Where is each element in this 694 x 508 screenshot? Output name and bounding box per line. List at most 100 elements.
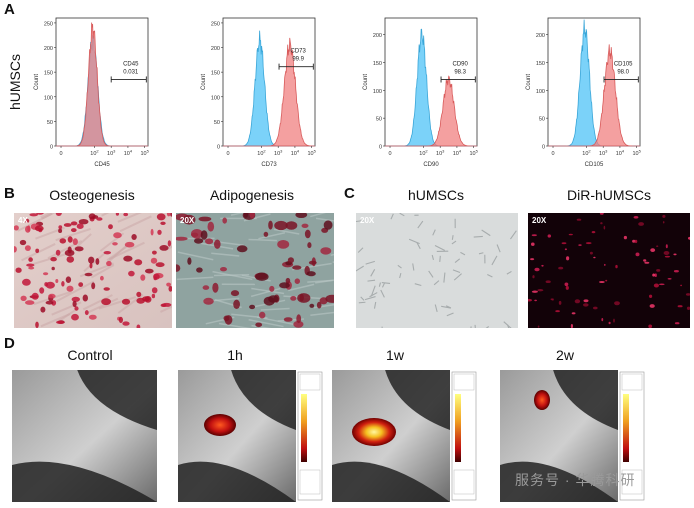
texture-blob: [613, 318, 615, 323]
texture-blob: [550, 298, 553, 301]
osteogenesis-micrograph: [14, 213, 172, 328]
texture-blob: [255, 272, 269, 281]
mag-label: 20X: [360, 216, 375, 225]
histogram-cd73: 0 50 100 150 200 250 0 102 103 104 105 Count CD73 CD7…: [195, 10, 325, 170]
y-tick-label: 200: [373, 33, 382, 39]
texture-blob: [304, 229, 311, 239]
x-tick-label: 0: [59, 151, 62, 157]
texture-blob: [78, 219, 89, 225]
texture-cell: [434, 304, 438, 313]
texture-blob: [279, 282, 290, 289]
texture-blob: [259, 311, 266, 319]
texture-blob: [176, 264, 181, 272]
x-tick-label: 104: [124, 149, 133, 158]
texture-blob: [603, 225, 606, 230]
x-tick-label: 104: [291, 149, 300, 158]
texture-blob: [659, 283, 665, 286]
caption-humscs: hUMSCs: [407, 187, 464, 203]
texture-blob: [571, 312, 576, 315]
texture-cell: [452, 269, 461, 274]
texture-streak: [250, 287, 281, 298]
texture-blob: [22, 278, 31, 286]
isotype-control-series: [385, 28, 477, 147]
texture-blob: [294, 278, 300, 284]
texture-blob: [547, 234, 551, 238]
texture-blob: [63, 223, 72, 227]
texture-blob: [176, 236, 188, 241]
texture-blob: [633, 216, 639, 219]
texture-cell: [370, 269, 376, 277]
texture-blob: [121, 298, 131, 305]
y-tick-label: 0: [217, 145, 220, 151]
texture-streak: [105, 243, 130, 265]
texture-streak: [68, 233, 92, 255]
texture-cell: [460, 251, 466, 256]
texture-streak: [117, 213, 142, 223]
texture-cell: [446, 312, 454, 317]
texture-blob: [36, 213, 44, 215]
texture-blob: [663, 251, 670, 255]
texture-blob: [15, 267, 22, 273]
y-tick-label: 150: [536, 61, 545, 67]
texture-blob: [19, 239, 27, 246]
texture-blob: [306, 271, 316, 277]
texture-blob: [123, 255, 133, 262]
texture-blob: [112, 242, 118, 246]
texture-blob: [200, 230, 208, 240]
texture-blob: [532, 275, 535, 279]
texture-streak: [248, 319, 284, 328]
texture-blob: [150, 257, 158, 264]
texture-blob: [654, 273, 657, 277]
histogram-svg: 0 50 100 150 200 250 0 102 103 104 105 Count CD73 CD7…: [201, 17, 317, 168]
shadow-region: [385, 370, 450, 430]
adipogenesis-micrograph: [176, 213, 334, 328]
texture-streak: [90, 264, 115, 279]
x-tick-label: 105: [307, 149, 316, 158]
plot-frame: [384, 17, 478, 147]
texture-blob: [292, 265, 302, 270]
texture-cell: [380, 289, 385, 298]
texture-blob: [570, 324, 573, 328]
texture-blob: [649, 294, 653, 298]
texture-streak: [211, 252, 240, 257]
timepoint-1h: 1h: [227, 347, 243, 363]
texture-cell: [439, 255, 441, 262]
texture-blob: [20, 295, 27, 301]
y-tick-label: 200: [536, 33, 545, 39]
texture-streak: [56, 280, 95, 303]
shadow-region: [332, 461, 450, 502]
texture-blob: [316, 301, 322, 309]
texture-cell: [381, 281, 391, 284]
texture-blob: [101, 298, 111, 306]
y-tick-label: 150: [211, 71, 220, 77]
texture-blob: [648, 324, 653, 328]
texture-blob: [623, 235, 627, 240]
texture-cell: [373, 301, 377, 309]
texture-blob: [89, 262, 93, 269]
texture-blob: [155, 262, 165, 268]
shadow-region: [553, 370, 618, 430]
texture-blob: [656, 269, 661, 272]
texture-streak: [160, 305, 172, 313]
caption-dir-humscs: DiR-hUMSCs: [567, 187, 651, 203]
texture-blob: [24, 245, 31, 251]
texture-cell: [433, 280, 440, 286]
texture-blob: [604, 263, 606, 266]
texture-blob: [274, 220, 288, 231]
panel-letter-b: B: [4, 185, 15, 202]
texture-blob: [122, 321, 130, 326]
histogram-cd45: 0 50 100 150 200 250 0 102 103 104 105 Count CD45 CD4…: [28, 10, 158, 170]
x-tick-label: 104: [616, 149, 625, 158]
texture-blob: [100, 275, 104, 281]
texture-blob: [593, 256, 596, 259]
texture-blob: [65, 276, 72, 283]
texture-blob: [576, 218, 582, 221]
texture-blob: [123, 213, 129, 217]
y-axis-label: Count: [34, 74, 40, 90]
texture-cell: [365, 260, 375, 265]
texture-blob: [564, 248, 567, 251]
texture-streak: [212, 270, 253, 281]
texture-blob: [35, 248, 40, 253]
y-tick-label: 100: [373, 89, 382, 95]
shadow-region: [500, 461, 618, 502]
